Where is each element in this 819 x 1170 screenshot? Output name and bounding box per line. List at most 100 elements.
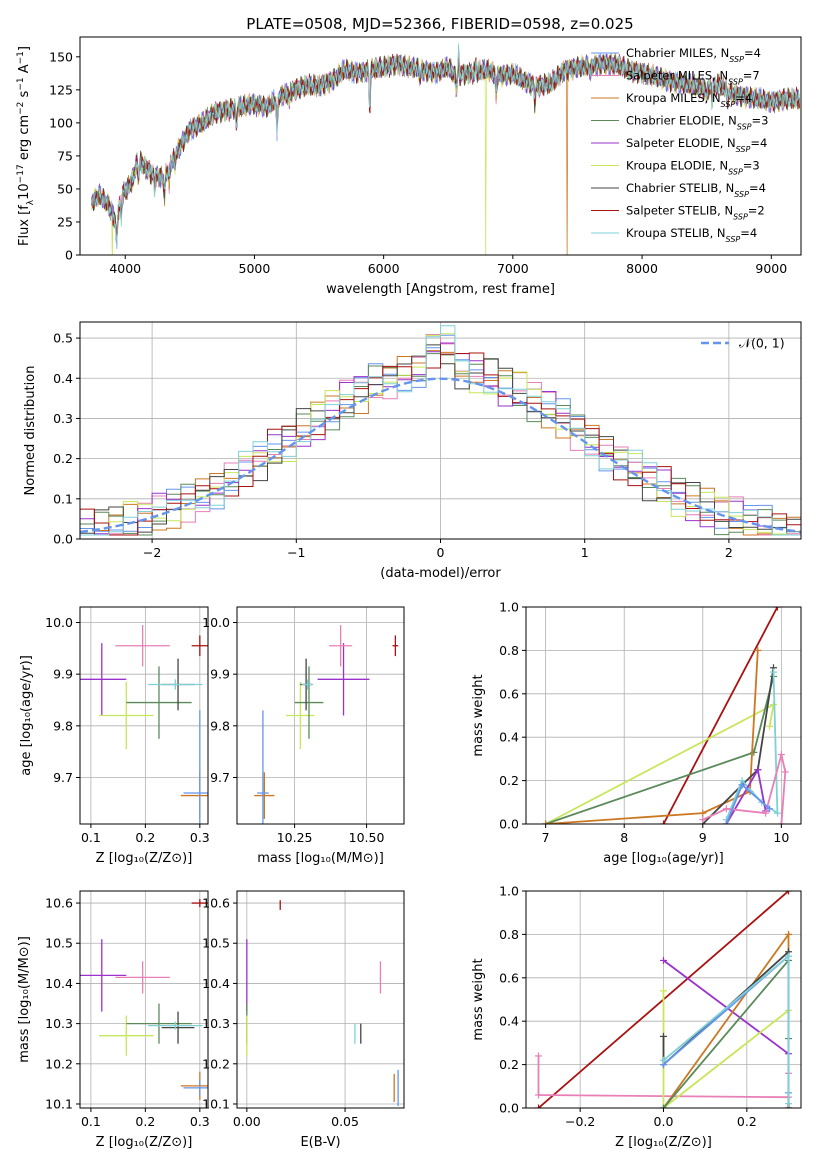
weight-line-k_miles — [545, 650, 759, 824]
y-tick-label: 0.6 — [499, 970, 519, 985]
weight_vs_age-plot-area — [542, 607, 789, 824]
x-tick-label: 10 — [773, 830, 789, 845]
y-tick-label: 75 — [57, 148, 73, 163]
y-tick-label: 125 — [49, 82, 73, 97]
y-tick-label: 10.5 — [202, 936, 230, 951]
x-tick-label: 0.2 — [737, 1114, 757, 1129]
errorbar-c_elodie — [126, 1003, 192, 1044]
errorbar-s_elodie — [80, 939, 127, 1012]
legend-label-c_stelib: Chabrier STELIB, NSSP=4 — [626, 181, 766, 199]
weight-marker-k_stelib — [770, 668, 777, 676]
x-tick-label: 6000 — [368, 261, 400, 276]
errorbar-s_miles — [115, 961, 170, 994]
mass_vs_ebv-panel: 0.00 0.05 10.1 10.2 10.3 10.4 10.5 10.6 E(B-V) — [202, 890, 405, 1150]
errorbar-k_stelib — [148, 679, 203, 690]
y-axis-label: Normed distribution — [23, 366, 38, 496]
x-tick-label: −0.2 — [565, 1114, 595, 1129]
y-tick-label: 150 — [49, 49, 73, 64]
legend-label-gaussian: 𝒩(0, 1) — [739, 336, 785, 351]
age_vs_Z-plot-area — [80, 625, 208, 824]
legend-label-k_elodie: Kroupa ELODIE, NSSP=3 — [626, 159, 760, 177]
weight-marker-k_elodie — [660, 987, 667, 995]
y-tick-label: 0 — [65, 248, 73, 263]
legend-label-s_miles: Salpeter MILES, NSSP=7 — [626, 69, 760, 87]
y-tick-label: 0.2 — [53, 451, 73, 466]
x-axis-label: mass [log₁₀(M/M⊙)] — [257, 851, 384, 866]
legend-label-s_stelib: Salpeter STELIB, NSSP=2 — [626, 204, 765, 222]
x-axis-label: E(B-V) — [300, 1135, 340, 1150]
mass_vs_Z-panel: 0.1 0.2 0.3 10.1 10.2 10.3 10.4 10.5 10.6 Z [log₁… — [17, 890, 210, 1150]
errorbar-c_elodie — [126, 666, 192, 739]
legend-label-k_stelib: Kroupa STELIB, NSSP=4 — [626, 226, 757, 244]
x-tick-label: 0.1 — [81, 1114, 101, 1129]
y-tick-label: 10.6 — [45, 896, 73, 911]
weight-marker-s_elodie — [660, 956, 667, 964]
legend-label-c_elodie: Chabrier ELODIE, NSSP=3 — [626, 114, 768, 132]
weight-marker-k_miles — [754, 646, 762, 654]
weight-marker-s_stelib — [785, 891, 792, 895]
y-tick-label: 0.0 — [499, 1101, 519, 1116]
axes-frame — [79, 890, 209, 1109]
x-tick-label: 2 — [725, 545, 733, 560]
spectrum-panel: 4000 5000 6000 7000 8000 9000 0 25 50 75 100 125 150… — [16, 36, 802, 297]
y-tick-label: 0.1 — [53, 491, 73, 506]
x-tick-label: 0.3 — [190, 830, 210, 845]
weight-marker-s_stelib — [773, 607, 781, 611]
y-tick-label: 10.2 — [45, 1056, 73, 1071]
y-tick-label: 1.0 — [499, 600, 519, 615]
y-tick-label: 10.5 — [45, 936, 73, 951]
x-tick-label: 9 — [699, 830, 707, 845]
x-tick-label: 0.2 — [135, 830, 155, 845]
y-tick-label: 10.3 — [202, 1016, 230, 1031]
weight-marker-s_miles — [722, 805, 730, 813]
y-tick-label: 0.8 — [499, 927, 519, 942]
errorbar-c_stelib — [161, 1011, 195, 1044]
errorbar-k_elodie — [99, 1015, 154, 1056]
y-tick-label: 0.6 — [499, 686, 519, 701]
weight-marker-k_miles — [699, 809, 707, 817]
x-tick-label: 8000 — [626, 261, 658, 276]
residuals-panel: −2 −1 0 1 2 0.0 0.1 0.2 0.3 0.4 0.5 (data-model)/er… — [23, 321, 802, 581]
x-tick-label: 0.0 — [654, 1114, 674, 1129]
x-tick-label: 5000 — [239, 261, 271, 276]
weight-line-s_stelib — [662, 607, 779, 824]
y-tick-label: 1.0 — [499, 884, 519, 899]
weight-marker-k_stelib — [660, 1056, 667, 1064]
y-axis-label: age [log₁₀(age/yr)] — [19, 655, 34, 776]
errorbar-k_elodie — [285, 681, 315, 750]
weight-marker-c_miles — [738, 781, 746, 789]
legend-label-k_miles: Kroupa MILES, NSSP=4 — [626, 91, 752, 109]
y-tick-label: 100 — [49, 115, 73, 130]
x-tick-label: 9000 — [755, 261, 787, 276]
x-tick-label: 8 — [620, 830, 628, 845]
y-axis-label: mass weight — [471, 958, 486, 1040]
x-tick-label: −1 — [287, 545, 305, 560]
weight-marker-k_miles — [785, 930, 792, 938]
y-tick-label: 9.9 — [210, 667, 230, 682]
weight-line-c_stelib — [702, 667, 775, 824]
y-tick-label: 0.4 — [499, 730, 519, 745]
weight-line-k_elodie — [545, 702, 775, 824]
weight_vs_Z-panel: −0.2 0.0 0.2 0.0 0.2 0.4 0.6 0.8 1.0 Z [log₁₀(Z/Z… — [471, 884, 802, 1150]
y-axis-label: mass weight — [471, 674, 486, 756]
weight-marker-s_elodie — [754, 766, 762, 774]
spectrum-line-k_stelib — [91, 43, 801, 248]
x-tick-label: 10.25 — [277, 830, 313, 845]
residuals-plot-area — [80, 325, 801, 536]
weight-marker-s_miles — [535, 1052, 542, 1060]
y-axis-label: Flux [fλ10−17 erg cm−2 s−1 A−1] — [16, 46, 36, 246]
y-tick-label: 10.4 — [202, 976, 230, 991]
weight-marker-c_stelib — [660, 1032, 667, 1040]
x-tick-label: 4000 — [109, 261, 141, 276]
legend-label-s_elodie: Salpeter ELODIE, NSSP=4 — [626, 136, 767, 154]
y-tick-label: 9.7 — [53, 770, 73, 785]
weight-marker-k_stelib — [785, 952, 792, 960]
x-axis-label: Z [log₁₀(Z/Z⊙)] — [96, 1135, 193, 1150]
y-tick-label: 0.5 — [53, 331, 73, 346]
x-axis-label: Z [log₁₀(Z/Z⊙)] — [615, 1135, 712, 1150]
errorbar-s_elodie — [317, 643, 370, 716]
x-tick-label: 0.3 — [190, 1114, 210, 1129]
x-tick-label: 10.50 — [349, 830, 385, 845]
weight-marker-s_miles — [699, 816, 707, 824]
mass_vs_Z-plot-area — [80, 899, 208, 1100]
